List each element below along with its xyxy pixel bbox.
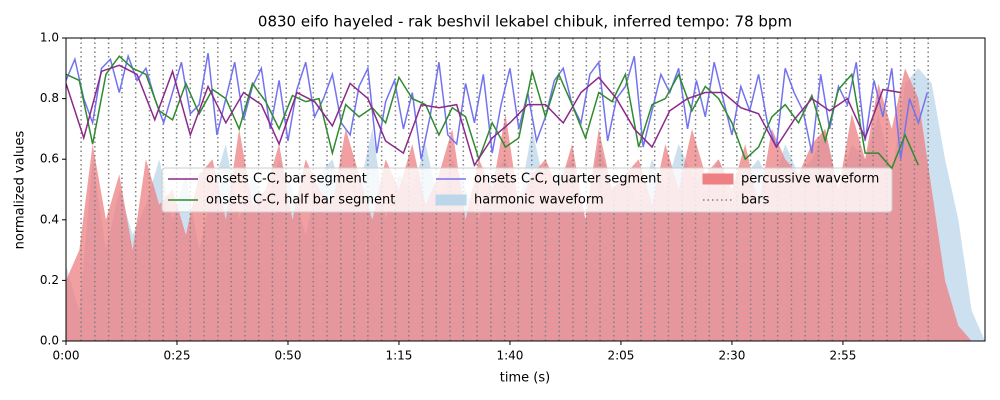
y-tick-label: 0.2 — [40, 273, 59, 287]
y-tick-label: 1.0 — [40, 31, 59, 45]
x-tick-label: 1:15 — [385, 349, 412, 363]
x-tick-label: 2:30 — [718, 349, 745, 363]
legend-label: onsets C-C, quarter segment — [474, 172, 661, 187]
y-tick-label: 0.8 — [40, 91, 59, 105]
onset-line — [66, 64, 901, 168]
y-tick-label: 0.6 — [40, 152, 59, 166]
x-tick-label: 0:25 — [164, 349, 191, 363]
legend-label: percussive waveform — [741, 172, 879, 187]
legend-label: harmonic waveform — [474, 193, 604, 208]
y-tick-label: 0.0 — [40, 334, 59, 348]
onset-line — [66, 55, 920, 170]
y-tick-label: 0.4 — [40, 212, 59, 226]
x-tick-label: 0:50 — [275, 349, 302, 363]
chart-title: 0830 eifo hayeled - rak beshvil lekabel … — [258, 13, 792, 31]
x-tick-label: 2:05 — [607, 349, 634, 363]
legend-label: onsets C-C, bar segment — [206, 172, 367, 187]
legend-swatch — [435, 194, 467, 206]
x-axis-label: time (s) — [500, 371, 550, 386]
x-tick-label: 0:00 — [53, 349, 80, 363]
y-axis-label: normalized values — [13, 130, 28, 249]
onset-line — [66, 53, 929, 160]
axes-frame — [65, 37, 986, 342]
legend-label: bars — [741, 193, 770, 208]
legend-label: onsets C-C, half bar segment — [206, 193, 395, 208]
legend-swatch — [702, 173, 734, 185]
x-tick-label: 1:40 — [496, 349, 523, 363]
x-tick-label: 2:55 — [829, 349, 856, 363]
